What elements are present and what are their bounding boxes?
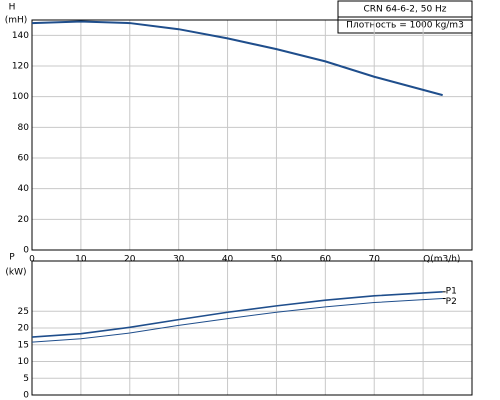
y-tick-label: 25 — [18, 307, 29, 317]
series-label: P2 — [446, 297, 457, 307]
x-tick-label: 30 — [173, 255, 185, 265]
x-tick-label: 10 — [75, 255, 87, 265]
y-tick-label: 15 — [18, 340, 29, 350]
x-tick-label: 60 — [320, 255, 332, 265]
y-tick-label: 0 — [23, 391, 29, 400]
y-tick-label: 0 — [23, 246, 29, 256]
density-label: Плотность = 1000 kg/m3 — [346, 21, 464, 31]
x-tick-label: 0 — [29, 255, 35, 265]
h-curve — [31, 20, 443, 97]
x-tick-label: Q(m3/h) — [423, 255, 460, 265]
y-tick-label: 80 — [18, 123, 30, 133]
model-label: CRN 64-6-2, 50 Hz — [363, 5, 446, 15]
y-tick-label: 140 — [12, 31, 29, 41]
series-label: P1 — [446, 286, 457, 296]
y-tick-label: 60 — [18, 154, 30, 164]
plot-frame — [31, 260, 473, 396]
y-tick-label: 100 — [12, 92, 29, 102]
y-axis-label: H — [9, 3, 16, 13]
power-curve — [31, 291, 443, 338]
y-tick-label: 20 — [18, 215, 30, 225]
power-curve — [31, 298, 443, 343]
x-tick-label: 70 — [368, 255, 380, 265]
x-tick-label: 20 — [124, 255, 136, 265]
y-tick-label: 20 — [18, 324, 30, 334]
y-axis-unit: (mH) — [5, 16, 28, 26]
x-tick-label: 40 — [222, 255, 234, 265]
y-tick-label: 40 — [18, 184, 30, 194]
x-tick-label: 50 — [271, 255, 283, 265]
y-tick-label: 120 — [12, 62, 29, 72]
y-tick-label: 5 — [23, 374, 29, 384]
y-axis-unit: (kW) — [5, 268, 26, 278]
y-axis-label: P — [9, 253, 15, 263]
plot-frame — [31, 19, 473, 251]
y-tick-label: 10 — [18, 357, 30, 367]
